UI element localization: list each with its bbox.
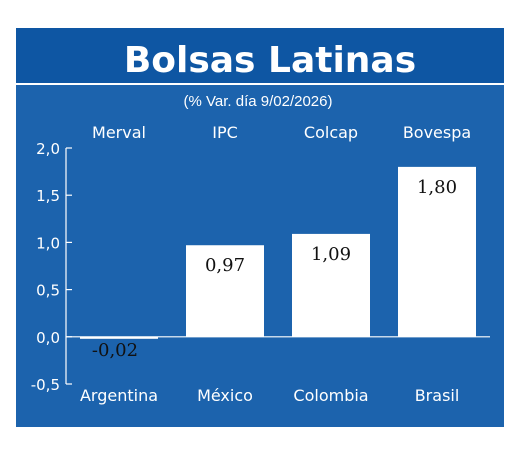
y-tick-label: -0,5 [31,376,60,394]
y-tick-label: 1,0 [36,234,60,252]
y-axis: 2,0 1,5 1,0 0,5 0,0 -0,5 [31,140,490,394]
bar-value-label: 0,97 [205,255,245,276]
bar [398,166,476,337]
title-band [16,28,504,84]
index-label: IPC [212,123,238,142]
index-label: Bovespa [403,123,471,142]
category-label: Brasil [415,386,460,405]
value-labels: -0,02 0,97 1,09 1,80 [92,177,457,361]
bar [80,336,158,339]
chart-subtitle: (% Var. día 9/02/2026) [184,93,333,110]
bar-value-label: -0,02 [92,340,138,361]
category-label: Colombia [293,386,368,405]
bar-value-label: 1,80 [417,177,457,198]
category-labels: Argentina México Colombia Brasil [80,386,459,405]
bar-value-label: 1,09 [311,244,351,265]
bar [292,233,370,337]
y-tick-label: 0,5 [36,282,60,300]
index-label: Merval [92,123,146,142]
y-tick-label: 0,0 [36,329,60,347]
category-label: México [197,386,253,405]
bars [80,166,476,339]
index-label: Colcap [304,123,358,142]
bar [186,245,264,337]
category-label: Argentina [80,386,158,405]
y-tick-label: 2,0 [36,140,60,158]
chart-title: Bolsas Latinas [124,40,416,81]
index-labels: Merval IPC Colcap Bovespa [92,123,471,142]
y-tick-label: 1,5 [36,187,60,205]
